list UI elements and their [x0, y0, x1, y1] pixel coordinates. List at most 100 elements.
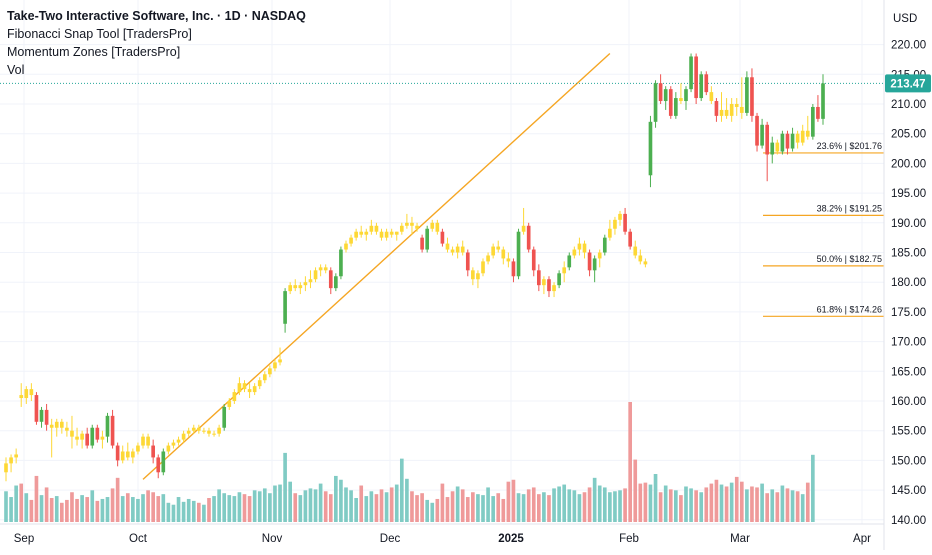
candle-body	[14, 454, 18, 458]
volume-bar	[151, 492, 155, 522]
price-tick-label-7: 185.00	[891, 248, 926, 260]
candle-body	[440, 231, 445, 244]
candlestick	[344, 240, 348, 253]
candlestick	[171, 439, 176, 449]
candlestick	[161, 448, 166, 476]
candlestick	[506, 252, 511, 268]
candle-body	[684, 89, 688, 102]
candlestick	[257, 377, 262, 390]
candle-body	[136, 445, 140, 452]
volume-bar	[663, 485, 668, 522]
candlestick	[156, 454, 161, 479]
volume-bar	[648, 484, 653, 522]
volume-bar	[638, 483, 643, 522]
volume-bar	[288, 481, 293, 522]
candlestick	[663, 86, 668, 110]
volume-bar	[653, 474, 658, 522]
candle-body	[186, 430, 191, 434]
volume-bar	[643, 482, 648, 522]
candle-body	[75, 436, 79, 440]
volume-bar	[379, 489, 384, 522]
time-tick-label-1: Oct	[129, 533, 148, 545]
volume-bar	[486, 487, 490, 522]
candle-body	[699, 74, 704, 99]
candlestick	[151, 439, 155, 464]
candlestick	[821, 74, 825, 125]
volume-bar	[369, 491, 374, 522]
indicator-fibonacci[interactable]: Fibonacci Snap Tool [TradersPro]	[7, 27, 192, 41]
candlestick	[24, 386, 29, 404]
volume-bar	[811, 454, 815, 522]
candle-body	[308, 279, 313, 283]
candle-body	[430, 222, 435, 229]
price-tick-label-15: 145.00	[891, 485, 926, 497]
candle-body	[237, 383, 242, 393]
candlestick	[405, 213, 409, 229]
candlestick	[379, 228, 384, 241]
volume-bar	[161, 494, 166, 522]
indicator-volume[interactable]: Vol	[7, 63, 25, 77]
volume-bar	[262, 488, 267, 522]
volume-bars	[4, 402, 815, 522]
candlesticks	[4, 53, 825, 482]
candle-body	[486, 255, 490, 262]
candlestick	[435, 219, 440, 235]
volume-bar	[471, 492, 475, 522]
candle-body	[298, 285, 303, 289]
candlestick	[410, 216, 414, 235]
price-tick-label-6: 190.00	[891, 218, 926, 230]
volume-bar	[181, 501, 186, 522]
candlestick	[136, 442, 140, 455]
candle-body	[608, 228, 612, 238]
candlestick	[430, 219, 435, 232]
candlestick	[724, 98, 729, 119]
candlestick	[679, 83, 683, 104]
candle-body	[323, 267, 328, 271]
candle-body	[623, 213, 627, 232]
candle-body	[755, 115, 759, 146]
candle-body	[405, 222, 409, 226]
volume-bar	[90, 490, 95, 522]
price-tick-label-4: 200.00	[891, 158, 926, 170]
candlestick	[567, 252, 572, 271]
volume-bar	[298, 495, 303, 522]
candlestick	[795, 130, 800, 149]
fibonacci-levels: 23.6% | $201.76 38.2% | $191.25 50.0% | $1…	[763, 141, 884, 317]
candlestick	[65, 421, 69, 437]
candle-body	[110, 415, 115, 446]
candlestick	[262, 371, 267, 384]
candle-body	[724, 109, 729, 116]
candlestick	[49, 418, 54, 458]
candlestick	[521, 207, 526, 235]
volume-bar	[4, 491, 8, 522]
candlestick	[491, 243, 495, 259]
candlestick	[501, 246, 506, 265]
candle-body	[536, 270, 541, 286]
candle-body	[328, 270, 333, 289]
candlestick	[709, 86, 714, 104]
time-tick-label-5: Feb	[619, 533, 639, 545]
volume-bar	[359, 485, 364, 522]
candlestick	[694, 53, 698, 104]
candle-body	[760, 124, 764, 146]
candle-body	[638, 255, 643, 262]
fib-level-label-0: 23.6% | $201.76	[817, 141, 882, 151]
candle-body	[217, 427, 221, 434]
candlestick	[34, 392, 39, 425]
symbol-title[interactable]: Take-Two Interactive Software, Inc. · 1D…	[7, 9, 306, 23]
volume-bar	[557, 486, 561, 522]
volume-bar	[120, 496, 125, 522]
volume-bar	[303, 490, 308, 522]
candlestick	[242, 380, 247, 393]
indicator-momentum[interactable]: Momentum Zones [TradersPro]	[7, 45, 181, 59]
volume-bar	[790, 490, 795, 522]
candle-body	[790, 133, 795, 149]
candle-body	[207, 430, 211, 434]
volume-bar	[491, 496, 495, 522]
candle-body	[460, 246, 465, 253]
candle-body	[54, 421, 59, 428]
candle-body	[44, 409, 49, 425]
